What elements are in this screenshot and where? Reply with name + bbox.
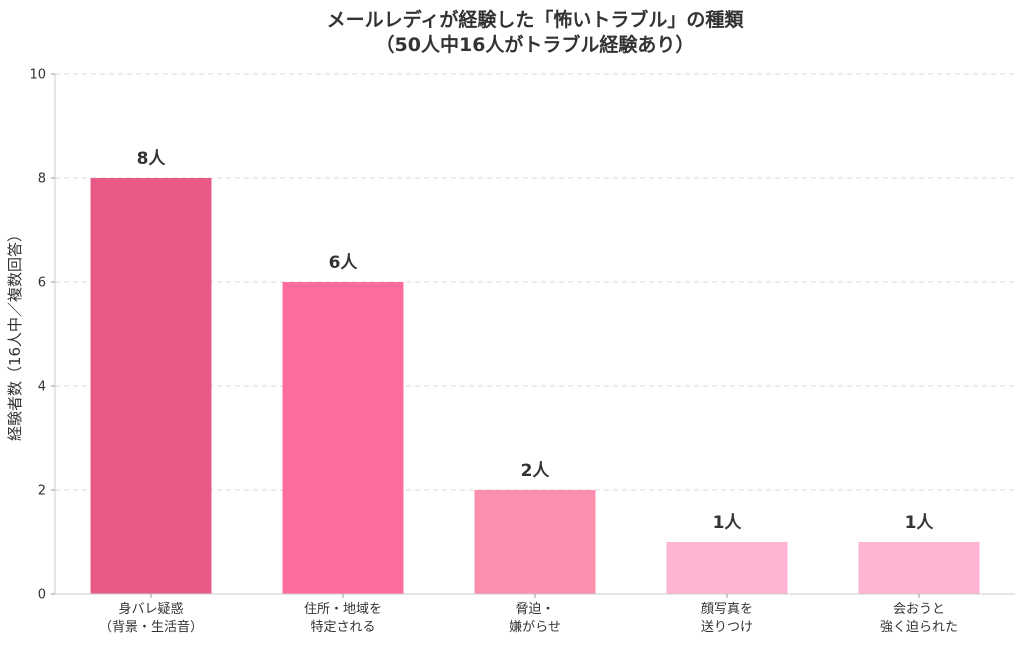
y-tick-label: 2 xyxy=(38,484,46,499)
x-category-label: （背景・生活音） xyxy=(99,619,203,635)
bar xyxy=(858,542,980,594)
bars-layer xyxy=(90,178,980,594)
chart-title-line-2: （50人中16人がトラブル経験あり） xyxy=(376,33,695,56)
bar-value-label: 2人 xyxy=(521,461,551,481)
x-category-label: 脅迫・ xyxy=(515,602,554,617)
y-axis-label: 経験者数（16人中／複数回答） xyxy=(6,227,24,441)
x-category-label: 身バレ疑惑 xyxy=(118,601,183,617)
y-tick-label: 4 xyxy=(38,380,46,395)
y-tick-label: 0 xyxy=(38,588,46,603)
bar-value-label: 6人 xyxy=(329,253,359,273)
chart-title-line-1: メールレディが経験した「怖いトラブル」の種類 xyxy=(327,8,745,31)
bar-value-label: 1人 xyxy=(905,513,935,533)
y-tick-label: 10 xyxy=(29,68,46,83)
y-tick-label: 8 xyxy=(38,172,46,187)
y-tick-label: 6 xyxy=(38,276,46,291)
x-category-label: 顔写真を xyxy=(701,602,753,617)
bar-value-label: 8人 xyxy=(137,149,167,169)
x-category-label: 強く迫られた xyxy=(880,620,958,635)
x-category-label: 送りつけ xyxy=(701,620,753,635)
bar xyxy=(90,178,212,594)
bar-value-label: 1人 xyxy=(713,513,743,533)
x-category-label: 住所・地域を xyxy=(304,602,382,617)
bar xyxy=(474,490,596,594)
x-category-label: 特定される xyxy=(310,620,375,635)
x-category-label: 会おうと xyxy=(893,602,945,617)
bar xyxy=(282,282,404,594)
bar xyxy=(666,542,788,594)
x-category-label: 嫌がらせ xyxy=(509,620,561,635)
